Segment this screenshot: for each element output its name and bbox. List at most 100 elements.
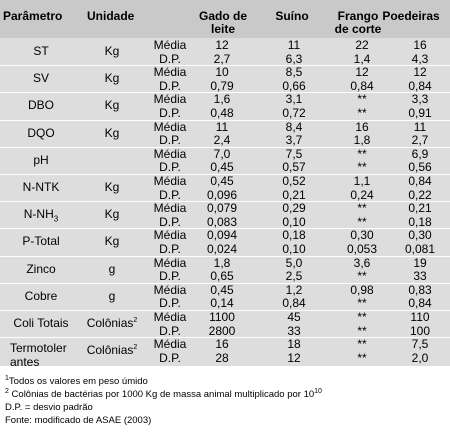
row-separator bbox=[0, 282, 450, 284]
value-gado-dp: 0,024 bbox=[206, 242, 238, 256]
stat-label-media: Média bbox=[153, 201, 187, 216]
value-suino-media: 45 bbox=[287, 310, 301, 324]
row-parameter: Coli Totais bbox=[0, 316, 82, 330]
value-frango-dp: ** bbox=[357, 160, 367, 175]
unit-text: g bbox=[108, 261, 116, 276]
value-gado-media: 7,0 bbox=[213, 146, 231, 161]
value-suino-media: 3,1 bbox=[285, 92, 303, 107]
parameter-text: Termotoler bbox=[10, 341, 67, 356]
table-header: Parâmetro Unidade Gado de leite Suíno Fr… bbox=[0, 0, 450, 38]
value-suino-dp: 2,5 bbox=[285, 269, 303, 284]
row-unit: Kg bbox=[80, 234, 144, 248]
footnote-3: D.P. = desvio padrão bbox=[5, 402, 93, 413]
stat-label-media: Média bbox=[153, 310, 187, 324]
parameter-text: pH bbox=[33, 152, 49, 167]
value-frango-dp: ** bbox=[357, 214, 367, 229]
unit-text: Kg bbox=[104, 71, 120, 86]
value-frango-dp: ** bbox=[357, 106, 367, 120]
parameter-text: Zinco bbox=[26, 261, 56, 276]
value-suino-dp: 0,10 bbox=[282, 214, 306, 229]
parameter-text: SV bbox=[32, 71, 49, 86]
footnote-1: 1Todos os valores em peso úmido bbox=[5, 375, 322, 388]
parameter-text-line2: antes bbox=[10, 355, 40, 370]
value-gado-media: 1,6 bbox=[213, 92, 231, 107]
stat-label-dp: D.P. bbox=[159, 296, 181, 311]
row-separator bbox=[0, 228, 450, 230]
parameter-text: N-NTK bbox=[22, 180, 60, 194]
parameter-text: DBO bbox=[27, 98, 54, 113]
value-poedeiras-dp: 100 bbox=[409, 323, 431, 338]
value-suino-media: 7,5 bbox=[285, 146, 303, 161]
row-parameter: Termotoler antes bbox=[10, 341, 92, 369]
header-gado-line1: Gado de bbox=[198, 9, 247, 23]
stat-label-media: Média bbox=[153, 92, 187, 107]
value-gado-media: 1100 bbox=[209, 310, 235, 324]
value-gado-dp: 28 bbox=[215, 350, 229, 365]
stat-label-media: Média bbox=[153, 119, 187, 134]
value-poedeiras-dp: 0,22 bbox=[408, 187, 432, 202]
value-gado-dp: 0,45 bbox=[210, 160, 234, 175]
value-poedeiras-dp: 0,91 bbox=[408, 106, 432, 120]
stat-label-dp: D.P. bbox=[159, 323, 181, 338]
row-separator bbox=[0, 337, 450, 339]
unit-text: Colônias bbox=[86, 343, 134, 358]
value-frango-media: 1,1 bbox=[353, 174, 371, 188]
value-gado-dp: 0,14 bbox=[210, 296, 234, 311]
value-frango-media: 12 bbox=[355, 65, 369, 80]
value-suino-media: 8,5 bbox=[285, 65, 303, 80]
value-suino-media: 1,2 bbox=[285, 282, 303, 297]
row-parameter: ST bbox=[0, 44, 82, 58]
value-frango-media: ** bbox=[357, 337, 367, 352]
parameter-text: DQO bbox=[27, 125, 55, 140]
row-unit: g bbox=[80, 262, 144, 276]
value-gado-media: 0,079 bbox=[206, 201, 238, 216]
unit-superscript: 2 bbox=[133, 317, 138, 324]
unit-text: Kg bbox=[104, 98, 120, 113]
table-body: ST Kg Média 12 11 22 16 D.P. 2,7 6,3 1,4 4,3 SV Kg Méd… bbox=[0, 38, 450, 369]
row-separator bbox=[0, 119, 450, 121]
row-separator bbox=[0, 310, 450, 311]
value-suino-dp: 3,7 bbox=[285, 133, 303, 148]
footnote-4: Fonte: modificado de ASAE (2003) bbox=[5, 415, 152, 426]
header-gado-de-leite: Gado de leite bbox=[190, 10, 256, 36]
row-unit: Colônias2 bbox=[80, 316, 144, 330]
row-parameter: DQO bbox=[0, 126, 82, 140]
value-frango-dp: 0,053 bbox=[346, 242, 378, 256]
value-gado-media: 12 bbox=[215, 38, 229, 52]
value-gado-media: 0,45 bbox=[210, 174, 234, 188]
row-parameter: pH bbox=[0, 153, 82, 167]
value-frango-media: 0,98 bbox=[350, 282, 374, 297]
value-frango-media: ** bbox=[357, 201, 367, 216]
parameter-subscript: 3 bbox=[53, 214, 59, 224]
value-poedeiras-media: 7,5 bbox=[411, 337, 429, 352]
value-frango-media: 3,6 bbox=[353, 255, 371, 270]
value-poedeiras-media: 16 bbox=[413, 38, 427, 52]
row-separator bbox=[0, 255, 450, 257]
stat-label-media: Média bbox=[153, 282, 187, 297]
value-frango-dp: 1,8 bbox=[353, 133, 371, 148]
value-poedeiras-dp: 4,3 bbox=[411, 51, 429, 66]
value-gado-media: 10 bbox=[215, 65, 229, 80]
row-unit: Kg bbox=[80, 71, 144, 85]
value-poedeiras-media: 3,3 bbox=[411, 92, 429, 107]
unit-text: Kg bbox=[104, 44, 120, 58]
value-frango-dp: 0,84 bbox=[350, 78, 374, 93]
unit-text: Colônias bbox=[86, 316, 134, 330]
stat-label-media: Média bbox=[153, 228, 187, 243]
header-parametro: Parâmetro bbox=[3, 9, 63, 23]
parameter-text: Cobre bbox=[24, 288, 58, 303]
value-frango-media: 16 bbox=[355, 119, 369, 134]
stat-label-media: Média bbox=[153, 337, 187, 352]
stat-label-dp: D.P. bbox=[159, 214, 181, 229]
value-suino-media: 11 bbox=[287, 38, 301, 52]
value-poedeiras-dp: 33 bbox=[413, 269, 427, 284]
header-frango-line2: de corte bbox=[334, 22, 382, 36]
row-separator bbox=[0, 146, 450, 148]
value-suino-media: 8,4 bbox=[285, 119, 303, 134]
stat-label-dp: D.P. bbox=[159, 242, 181, 256]
unit-text: Kg bbox=[104, 180, 120, 194]
value-frango-dp: ** bbox=[357, 296, 367, 311]
parameter-text: ST bbox=[33, 44, 49, 58]
value-poedeiras-dp: 0,56 bbox=[408, 160, 432, 175]
row-unit: Kg bbox=[80, 207, 144, 221]
